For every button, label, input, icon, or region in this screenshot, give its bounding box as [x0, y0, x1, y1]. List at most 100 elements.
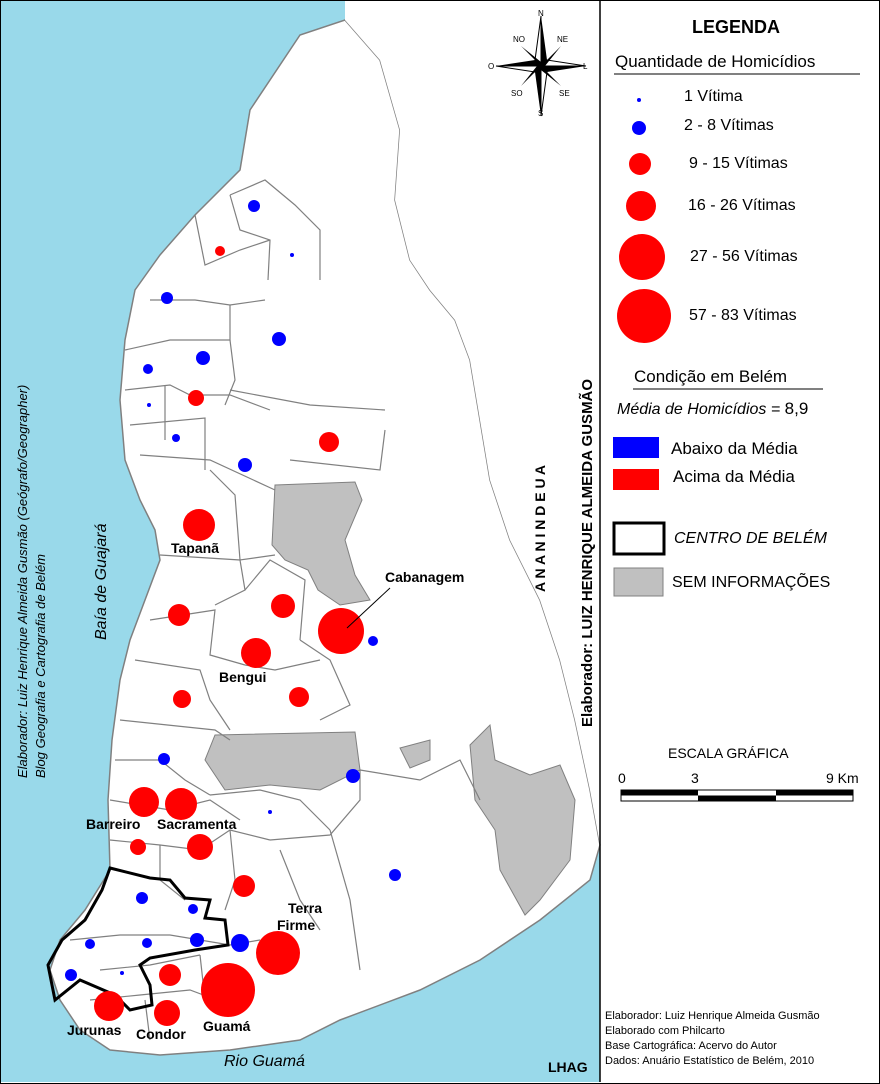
no-info-area-1 — [271, 481, 371, 606]
symbol-2-8-victims — [346, 769, 360, 783]
label-firme: Firme — [277, 917, 315, 933]
legend-centro-label: CENTRO DE BELÉM — [674, 530, 827, 547]
legend-class-1: 1 Vítima — [684, 88, 743, 105]
cabanagem-leader-line — [346, 587, 391, 629]
symbol-16-26-victims — [154, 1000, 180, 1026]
compass-o: O — [488, 62, 494, 71]
compass-no: NO — [513, 35, 525, 44]
symbol-1-victim — [120, 971, 124, 975]
symbol-16-26-victims — [94, 991, 124, 1021]
compass-l: L — [583, 62, 588, 71]
scale-bar — [620, 789, 854, 802]
legend-condition-title: Condição em Belém — [634, 367, 788, 386]
legend-no-info-label: SEM INFORMAÇÕES — [672, 574, 831, 591]
symbol-2-8-victims — [190, 933, 204, 947]
ananindeua-area — [345, 1, 600, 845]
legend-symbol-3 — [629, 153, 651, 175]
symbol-9-15-victims — [159, 964, 181, 986]
label-cabanagem: Cabanagem — [385, 569, 464, 585]
legend-symbol-1 — [637, 98, 641, 102]
symbol-1-victim — [290, 253, 294, 257]
centro-belem-outline — [46, 866, 230, 1012]
no-info-area-4 — [469, 723, 576, 916]
legend-title: LEGENDA — [692, 17, 781, 37]
symbol-2-8-victims — [389, 869, 401, 881]
symbol-9-15-victims — [271, 594, 295, 618]
credits-block: Elaborador: Luiz Henrique Almeida Gusmão… — [605, 1009, 820, 1069]
legend-class-6: 57 - 83 Vítimas — [689, 307, 797, 324]
symbol-2-8-victims — [231, 934, 249, 952]
symbol-9-15-victims — [188, 390, 204, 406]
legend-swatch-centro — [612, 521, 666, 556]
symbol-2-8-victims — [136, 892, 148, 904]
symbol-2-8-victims — [85, 939, 95, 949]
side-credit-2: Blog Geografia e Cartografia de Belém — [33, 554, 48, 778]
symbol-2-8-victims — [238, 458, 252, 472]
scale-title: ESCALA GRÁFICA — [668, 745, 789, 761]
label-sacramenta: Sacramenta — [157, 816, 237, 832]
compass-so: SO — [511, 89, 523, 98]
legend-above-label: Acima da Média — [673, 467, 795, 486]
compass-s: S — [538, 109, 543, 118]
compass-rose-icon: N S L O NE NO SE SO — [488, 9, 588, 118]
legend-symbols — [612, 98, 671, 597]
label-tapana: Tapanã — [171, 540, 219, 556]
label-ananindeua: A N A N I N D E U A — [532, 465, 548, 592]
scale-tick-9: 9 Km — [826, 770, 859, 786]
legend-swatch-above — [613, 469, 659, 490]
label-baia-guajara: Baía de Guajará — [93, 523, 110, 640]
symbol-9-15-victims — [233, 875, 255, 897]
symbol-9-15-victims — [168, 604, 190, 626]
symbol-16-26-victims — [187, 834, 213, 860]
symbol-2-8-victims — [143, 364, 153, 374]
side-credit-1: Elaborador: Luiz Henrique Almeida Gusmão… — [15, 385, 30, 778]
label-bengui: Bengui — [219, 669, 266, 685]
credit-line: Dados: Anuário Estatístico de Belém, 201… — [605, 1055, 815, 1067]
credit-line: Elaborado com Philcarto — [605, 1025, 725, 1037]
symbol-2-8-victims — [172, 434, 180, 442]
symbol-2-8-victims — [368, 636, 378, 646]
legend-symbol-2 — [632, 121, 646, 135]
symbol-9-15-victims — [289, 687, 309, 707]
symbol-2-8-victims — [161, 292, 173, 304]
symbol-16-26-victims — [241, 638, 271, 668]
label-rio-guama: Rio Guamá — [224, 1053, 305, 1070]
symbol-9-15-victims — [319, 432, 339, 452]
compass-se: SE — [559, 89, 570, 98]
label-terra: Terra — [288, 900, 322, 916]
label-jurunas: Jurunas — [67, 1022, 122, 1038]
legend-class-3: 9 - 15 Vítimas — [689, 155, 788, 172]
label-barreiro: Barreiro — [86, 816, 140, 832]
credit-line: Base Cartográfica: Acervo do Autor — [605, 1040, 777, 1052]
scale-tick-0: 0 — [618, 770, 626, 786]
legend-below-label: Abaixo da Média — [671, 439, 798, 458]
symbol-16-26-victims — [129, 787, 159, 817]
symbol-2-8-victims — [65, 969, 77, 981]
label-lhag: LHAG — [548, 1059, 588, 1075]
label-elaborador-vertical: Elaborador: LUIZ HENRIQUE ALMEIDA GUSMÃO — [578, 379, 596, 727]
compass-n: N — [538, 9, 544, 18]
credit-line: Elaborador: Luiz Henrique Almeida Gusmão — [605, 1010, 820, 1022]
compass-ne: NE — [557, 35, 568, 44]
symbol-1-victim — [268, 810, 272, 814]
symbol-57-83-victims — [201, 963, 255, 1017]
legend-quantity-title: Quantidade de Homicídios — [615, 52, 816, 71]
legend-swatch-below — [613, 437, 659, 458]
symbol-16-26-victims — [183, 509, 215, 541]
average-value: 8,9 — [784, 399, 809, 418]
symbol-27-56-victims — [318, 608, 364, 654]
legend-symbol-4 — [626, 191, 656, 221]
legend-average-label: Média de Homicídios = 8,9 — [617, 399, 808, 419]
symbol-27-56-victims — [256, 931, 300, 975]
label-condor: Condor — [136, 1026, 186, 1042]
legend-swatch-no-info — [613, 567, 664, 597]
no-info-area-3 — [399, 739, 431, 769]
symbol-1-victim — [147, 403, 151, 407]
baia-guajara-water — [1, 1, 600, 1082]
symbol-16-26-victims — [165, 788, 197, 820]
legend-class-5: 27 - 56 Vítimas — [690, 248, 798, 265]
average-label-text: Média de Homicídios = — [617, 401, 781, 418]
legend-class-4: 16 - 26 Vítimas — [688, 197, 796, 214]
symbol-9-15-victims — [173, 690, 191, 708]
